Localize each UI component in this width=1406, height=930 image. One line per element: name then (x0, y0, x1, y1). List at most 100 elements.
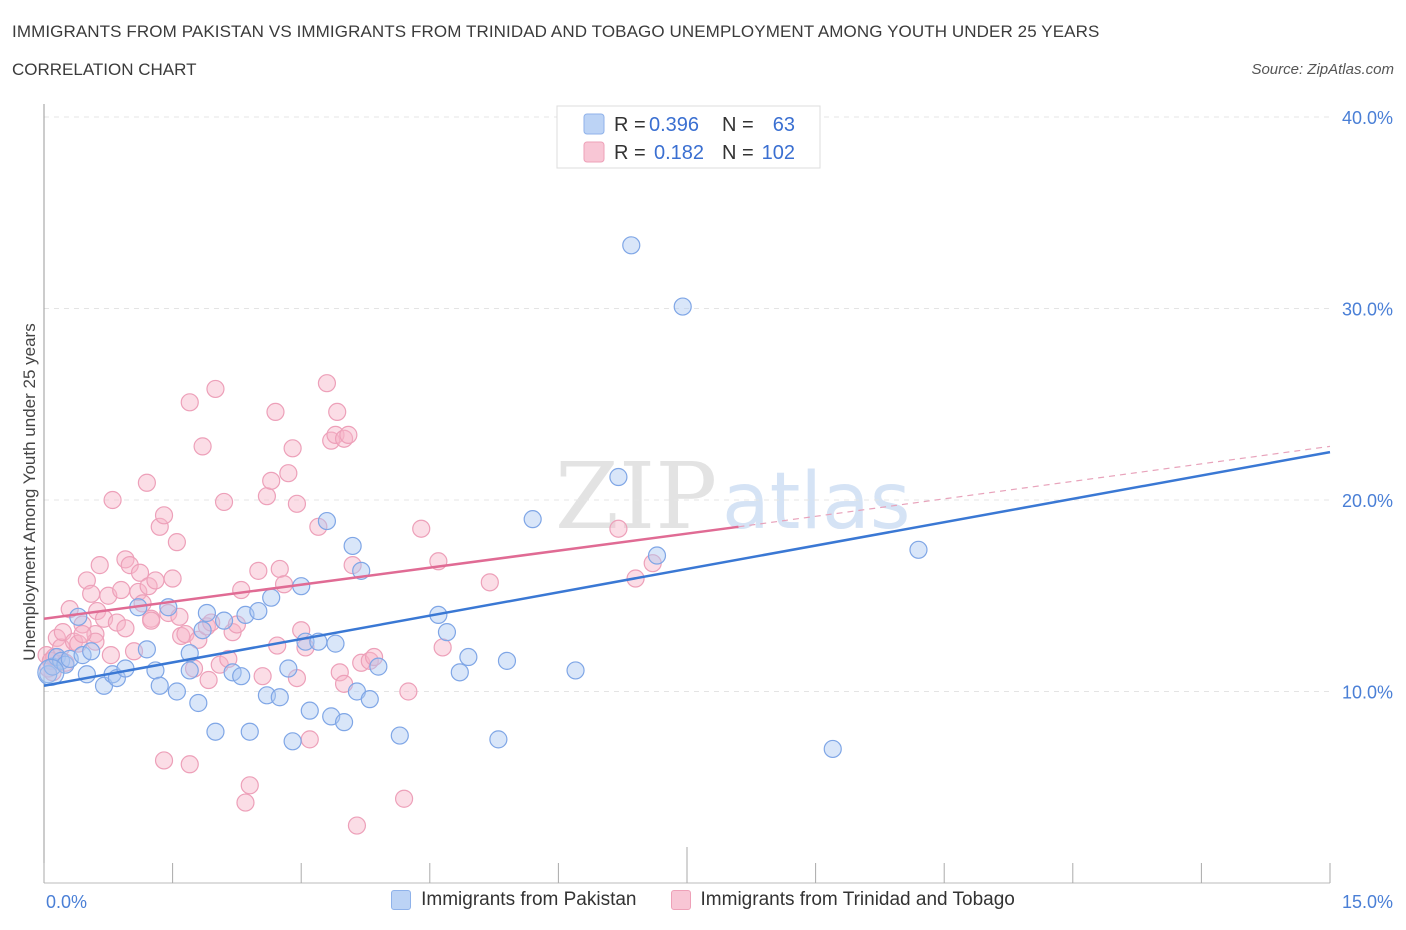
data-point-pakistan (197, 603, 216, 623)
data-point-trinidad (86, 624, 105, 644)
trend-line-pakistan (43, 450, 1331, 687)
data-point-trinidad (112, 580, 131, 600)
data-point-trinidad (214, 492, 234, 512)
data-point-pakistan (167, 682, 186, 701)
legend-item-pakistan: Immigrants from Pakistan (391, 889, 637, 911)
watermark-atlas: atlas (722, 457, 911, 547)
data-point-trinidad (82, 584, 101, 603)
legend-n-value-trinidad: 102 (762, 142, 795, 164)
data-point-pakistan (566, 661, 585, 680)
data-point-trinidad (326, 425, 345, 444)
data-point-trinidad (240, 776, 259, 795)
data-point-trinidad (274, 575, 294, 594)
data-point-pakistan (497, 651, 517, 670)
data-point-trinidad (180, 755, 199, 774)
data-point-trinidad (154, 506, 174, 525)
data-point-trinidad (189, 630, 208, 649)
data-point-pakistan (334, 713, 354, 732)
data-point-pakistan (326, 634, 345, 653)
data-point-pakistan (223, 663, 242, 682)
data-point-pakistan (300, 701, 319, 720)
data-point-trinidad (262, 471, 281, 490)
data-point-trinidad (137, 473, 156, 492)
data-point-pakistan (909, 540, 928, 559)
data-point-trinidad (219, 649, 238, 669)
legend-label-pakistan: Immigrants from Pakistan (421, 889, 637, 910)
data-point-pakistan (622, 236, 641, 255)
data-point-trinidad (142, 611, 161, 630)
data-point-trinidad (146, 571, 165, 590)
data-point-trinidad (283, 439, 302, 458)
y-tick-label-10: 10.0% (1342, 683, 1393, 703)
data-point-trinidad (150, 517, 169, 536)
data-point-trinidad (193, 437, 212, 456)
data-point-trinidad (167, 533, 186, 552)
legend-r-value-trinidad: 0.182 (654, 142, 704, 164)
trend-extension-trinidad (738, 445, 1331, 528)
gridlines (44, 116, 1330, 692)
legend-r-value-pakistan: 0.396 (649, 114, 699, 136)
legend-r-label-2: R = (614, 142, 646, 164)
data-point-pakistan (609, 467, 628, 487)
trend-lines (43, 445, 1331, 687)
chart-title: IMMIGRANTS FROM PAKISTAN VS IMMIGRANTS F… (12, 22, 1100, 41)
data-point-trinidad (433, 638, 452, 657)
data-point-trinidad (399, 682, 418, 701)
data-point-trinidad (103, 490, 122, 510)
data-point-trinidad (116, 619, 135, 638)
data-point-trinidad (90, 556, 109, 575)
data-point-trinidad (412, 519, 431, 538)
data-point-pakistan (69, 607, 88, 626)
data-point-trinidad (199, 670, 218, 690)
y-axis-label: Unemployment Among Youth under 25 years (20, 323, 39, 660)
data-point-pakistan (450, 663, 469, 682)
tick-labels: 10.0% 20.0% 30.0% 40.0% 0.0% 15.0% (46, 108, 1393, 912)
legend-label-trinidad: Immigrants from Trinidad and Tobago (700, 889, 1015, 910)
data-point-trinidad (249, 561, 268, 580)
legend-n-label-2: N = (722, 142, 754, 164)
data-point-pakistan (232, 667, 251, 686)
data-point-pakistan (369, 657, 388, 676)
data-point-trinidad (394, 789, 414, 808)
data-point-pakistan (343, 536, 362, 556)
data-point-trinidad (101, 646, 120, 665)
axes (43, 104, 1331, 884)
data-point-trinidad (317, 374, 337, 393)
data-point-pakistan (270, 688, 289, 707)
data-point-pakistan (390, 726, 409, 745)
data-point-trinidad (347, 816, 367, 835)
data-point-pakistan (262, 588, 281, 607)
chart-subtitle: CORRELATION CHART (12, 60, 197, 79)
correlation-legend: R = 0.396 N = 63 R = 0.182 N = 102 (556, 105, 821, 169)
data-point-pakistan (180, 661, 199, 680)
data-point-trinidad (330, 663, 349, 682)
legend-swatch-pakistan (583, 113, 605, 135)
data-point-trinidad (180, 393, 199, 412)
data-point-trinidad (120, 556, 139, 575)
legend-r-label-1: R = (614, 114, 646, 136)
data-point-trinidad (129, 582, 148, 602)
trend-line-trinidad (43, 525, 739, 620)
data-point-pakistan (137, 640, 156, 659)
x-tick-label-max: 15.0% (1342, 892, 1393, 912)
data-point-trinidad (154, 751, 174, 770)
data-point-trinidad (339, 425, 358, 444)
data-point-pakistan (673, 297, 692, 316)
data-point-trinidad (480, 573, 499, 592)
data-point-pakistan (317, 511, 337, 531)
data-point-pakistan (437, 623, 457, 642)
data-point-pakistan (249, 601, 268, 621)
data-point-trinidad (236, 793, 255, 812)
source-credit: Source: ZipAtlas.com (1251, 61, 1394, 78)
data-point-trinidad (253, 667, 272, 686)
data-point-pakistan (116, 659, 135, 678)
legend-swatch-pink (670, 890, 691, 910)
data-point-pakistan (189, 693, 208, 713)
data-point-trinidad (159, 603, 178, 623)
data-point-cluster (37, 658, 65, 686)
data-point-trinidad (266, 402, 285, 422)
x-tick-label-min: 0.0% (46, 892, 87, 912)
data-point-trinidad (257, 487, 277, 506)
data-point-pakistan (206, 722, 225, 741)
y-tick-label-30: 30.0% (1342, 300, 1393, 320)
